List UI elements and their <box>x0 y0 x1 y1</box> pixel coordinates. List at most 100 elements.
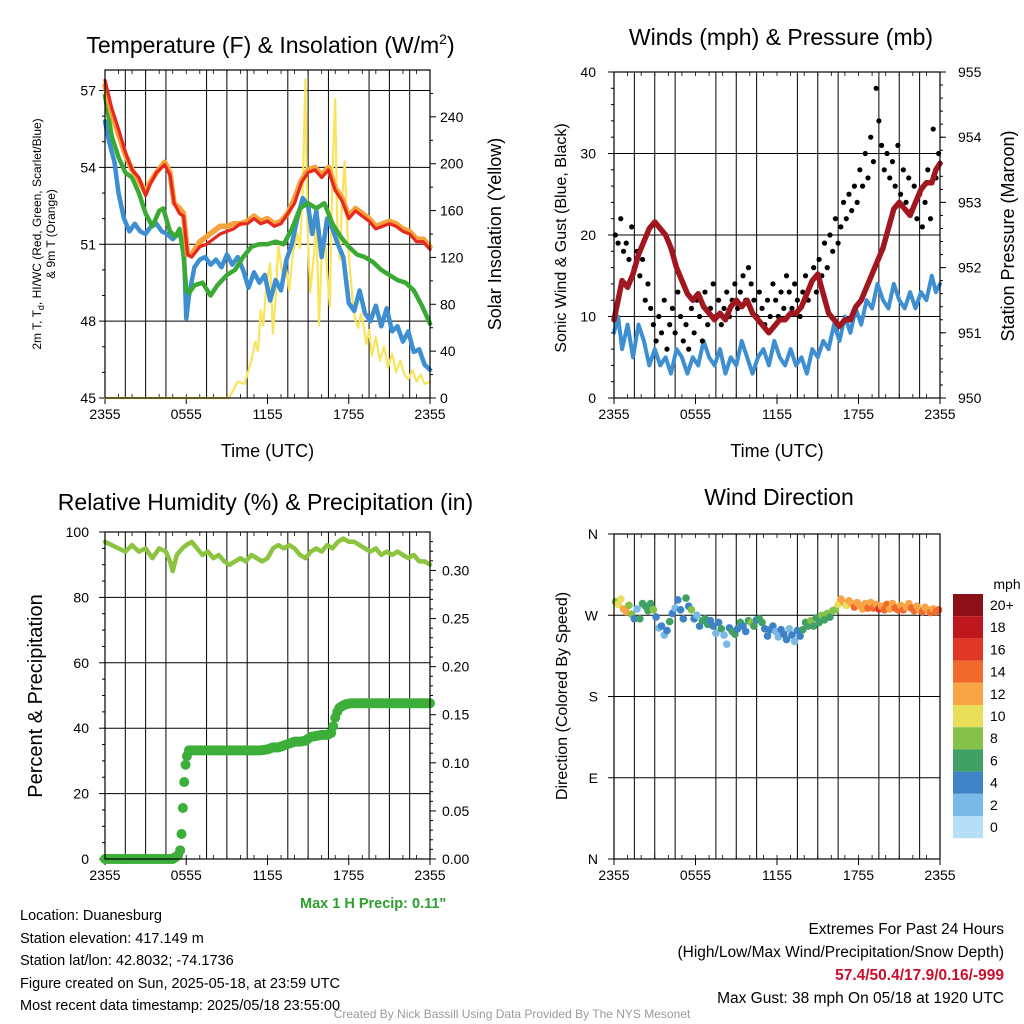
y-axis-label: Sonic Wind & Gust (Blue, Black) <box>553 123 570 352</box>
direction-dot <box>934 606 943 614</box>
x-tick-label: 1755 <box>333 867 364 883</box>
y2-tick-label: 0.05 <box>442 803 469 819</box>
x-axis-label: Time (UTC) <box>730 441 823 461</box>
gust-dot <box>675 289 681 295</box>
gust-dot <box>639 256 646 263</box>
y-tick-label: N <box>588 526 598 542</box>
direction-dot <box>636 615 644 623</box>
max-precip-annotation: Max 1 H Precip: 0.11" <box>300 896 447 912</box>
direction-dot <box>616 595 625 603</box>
direction-dot <box>709 622 717 630</box>
gust-dot <box>840 199 847 205</box>
gust-dot <box>876 118 882 124</box>
direction-dot <box>679 615 688 623</box>
legend-swatch <box>953 771 983 794</box>
legend-swatch <box>953 705 983 728</box>
x-tick-label: 2355 <box>89 406 120 422</box>
gust-dot <box>629 224 635 230</box>
direction-dot <box>741 627 750 636</box>
chart-title: Winds (mph) & Pressure (mb) <box>629 24 933 50</box>
figure-created: Figure created on Sun, 2025-05-18, at 23… <box>20 975 340 992</box>
gust-dot <box>851 183 858 189</box>
x-tick-label: 2355 <box>598 406 629 422</box>
gust-dot <box>927 216 934 222</box>
gust-dot <box>859 183 866 189</box>
legend-label: 0 <box>990 819 998 835</box>
y-tick-label: 40 <box>73 720 89 736</box>
legend-label: 2 <box>990 797 998 813</box>
gust-dot <box>914 216 920 222</box>
y-axis-label: Percent & Precipitation <box>25 594 47 797</box>
y-tick-label: 20 <box>580 227 596 243</box>
gust-dot <box>626 256 632 263</box>
direction-dot <box>625 601 633 610</box>
gust-dot <box>702 289 708 295</box>
gust-dot <box>854 199 860 205</box>
x-tick-label: 1755 <box>333 406 364 422</box>
y-tick-label: 57 <box>80 83 96 99</box>
gust-dot <box>696 313 703 320</box>
x-tick-label: 0555 <box>680 406 711 422</box>
y-tick-label: N <box>588 851 598 867</box>
y-tick-label: 20 <box>73 786 89 802</box>
direction-dot <box>657 622 666 630</box>
y2-tick-label: 954 <box>958 129 982 145</box>
gust-dot <box>764 297 771 303</box>
gust-dot <box>783 273 790 279</box>
direction-dot <box>782 635 791 644</box>
gust-dot <box>922 199 928 205</box>
station-location: Location: Duanesburg <box>20 908 162 924</box>
max-gust: Max Gust: 38 mph On 05/18 at 1920 UTC <box>717 990 1004 1007</box>
x-tick-label: 0555 <box>171 867 202 883</box>
gust-dot <box>745 265 752 271</box>
precip-dot <box>177 803 188 814</box>
direction-dot <box>750 622 758 630</box>
x-tick-label: 2355 <box>924 867 955 883</box>
direction-dot <box>763 632 772 640</box>
y-tick-label: 54 <box>80 159 96 175</box>
station-elevation: Station elevation: 417.149 m <box>20 930 204 947</box>
y2-tick-label: 0.25 <box>442 611 469 627</box>
direction-dot <box>809 622 818 630</box>
direction-dot <box>633 605 641 613</box>
gust-dot <box>615 240 621 246</box>
legend-swatch <box>953 660 983 683</box>
x-tick-label: 1155 <box>762 406 792 422</box>
y-tick-label: 45 <box>80 390 96 406</box>
gust-dot <box>802 273 809 279</box>
direction-dot <box>663 626 671 635</box>
gust-dot <box>664 346 670 352</box>
temp-2m-line <box>103 78 432 259</box>
y2-tick-label: 950 <box>958 390 982 406</box>
gust-dot <box>683 322 689 328</box>
y-tick-label: 10 <box>580 309 596 325</box>
direction-dot <box>722 640 731 648</box>
legend-label: 8 <box>990 730 998 746</box>
gust-dot <box>816 256 822 263</box>
y-axis-label: Direction (Colored By Speed) <box>554 592 571 800</box>
insolation-line <box>103 78 432 400</box>
direction-dot <box>674 596 682 604</box>
gust-dot <box>653 338 659 344</box>
direction-dot <box>712 629 720 638</box>
gust-dot <box>691 330 697 336</box>
y-tick-label: 80 <box>73 589 89 605</box>
legend-swatch <box>953 616 983 639</box>
y2-tick-label: 40 <box>440 343 456 359</box>
y-tick-label: S <box>589 689 598 705</box>
gust-dot <box>813 289 819 295</box>
legend-swatch <box>953 594 983 617</box>
rh-line <box>102 536 433 574</box>
chart-title: Wind Direction <box>704 484 854 510</box>
y-tick-label: 0 <box>81 851 89 867</box>
legend-label: 14 <box>990 664 1006 680</box>
gust-dot <box>903 199 909 205</box>
extremes-subtitle: (High/Low/Max Wind/Precipitation/Snow De… <box>677 944 1005 961</box>
gust-dot <box>740 273 746 279</box>
chart-title: Relative Humidity (%) & Precipitation (i… <box>58 489 473 515</box>
y2-tick-label: 240 <box>440 109 464 125</box>
gust-dot <box>835 240 841 246</box>
y2-tick-label: 952 <box>958 260 982 276</box>
